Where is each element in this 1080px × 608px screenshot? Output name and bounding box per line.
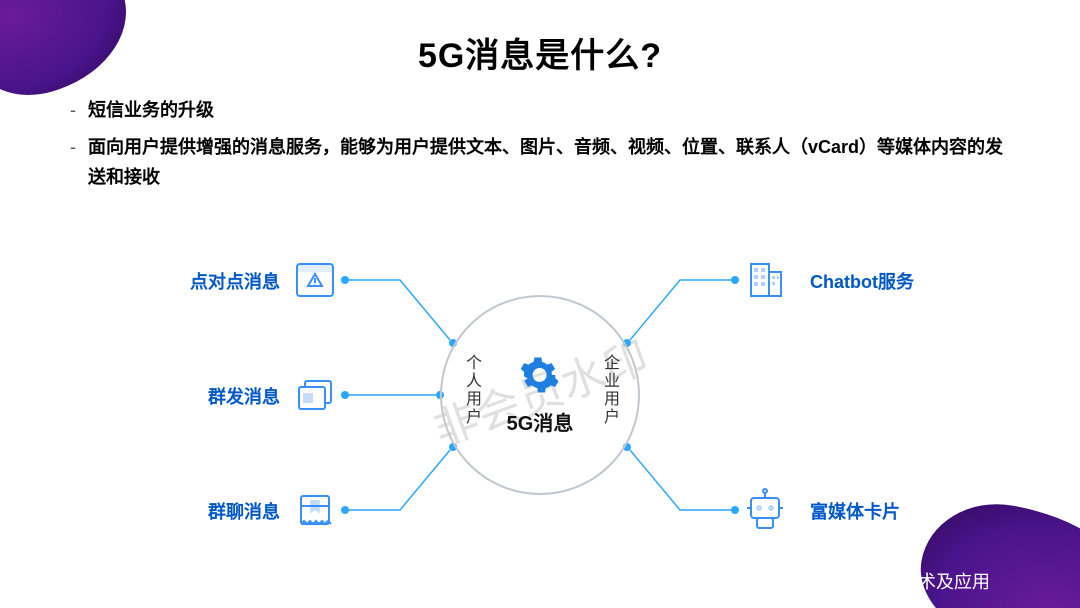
footer-attribution: 5G技术及应用 [844, 568, 990, 594]
bullet-text: 面向用户提供增强的消息服务，能够为用户提供文本、图片、音频、视频、位置、联系人（… [88, 132, 1010, 193]
robot-icon [740, 485, 790, 535]
receipt-icon [290, 485, 340, 535]
bullet-dash: - [70, 132, 88, 163]
diagram: 非会员水印 5G消息 个人用户 企业用户 点对点消息 群发消息 [0, 200, 1080, 580]
bullet-dash: - [70, 95, 88, 126]
bullet-item: - 短信业务的升级 [70, 95, 1010, 126]
message-card-icon [290, 255, 340, 305]
page-title: 5G消息是什么? [0, 28, 1080, 77]
center-label: 5G消息 [507, 407, 574, 436]
gear-icon [519, 354, 561, 396]
node-label-broadcast: 群发消息 [208, 383, 280, 409]
node-label-p2p: 点对点消息 [190, 268, 280, 294]
node-label-richcard: 富媒体卡片 [810, 498, 900, 524]
node-label-groupchat: 群聊消息 [208, 498, 280, 524]
bullet-text: 短信业务的升级 [88, 95, 1010, 126]
right-user-type: 企业用户 [597, 354, 621, 426]
bullet-list: - 短信业务的升级 - 面向用户提供增强的消息服务，能够为用户提供文本、图片、音… [70, 95, 1010, 199]
wechat-icon [844, 568, 870, 594]
broadcast-icon [290, 370, 340, 420]
node-label-chatbot: Chatbot服务 [810, 268, 914, 294]
left-user-type: 个人用户 [459, 354, 483, 426]
building-icon [740, 255, 790, 305]
bullet-item: - 面向用户提供增强的消息服务，能够为用户提供文本、图片、音频、视频、位置、联系… [70, 132, 1010, 193]
footer-text: 5G技术及应用 [876, 568, 990, 594]
